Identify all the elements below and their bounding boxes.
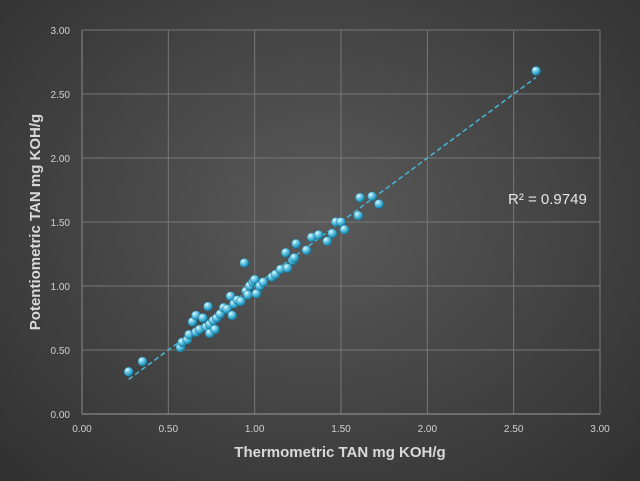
data-point — [137, 356, 148, 367]
y-tick-label: 1.00 — [51, 282, 71, 293]
x-tick-label: 3.00 — [590, 424, 610, 435]
x-tick-label: 0.00 — [72, 424, 92, 435]
data-point — [327, 228, 338, 239]
data-point — [258, 277, 269, 287]
data-point — [289, 253, 300, 263]
y-tick-label: 0.50 — [51, 346, 71, 357]
data-point — [367, 191, 377, 202]
y-tick-label: 1.50 — [51, 218, 71, 229]
x-tick-label: 1.00 — [245, 424, 265, 435]
data-point — [198, 313, 208, 323]
data-point — [203, 301, 213, 312]
data-point — [355, 192, 365, 203]
x-tick-label: 0.50 — [159, 424, 179, 435]
axes: 0.00 0.50 1.00 1.50 2.00 2.50 3.00 0.00 0.50 1.00… — [51, 26, 611, 435]
data-point — [353, 210, 364, 221]
x-tick-label: 2.50 — [504, 424, 524, 435]
data-point — [531, 66, 541, 76]
data-point — [236, 296, 246, 307]
y-tick-label: 2.00 — [51, 154, 71, 165]
data-point — [239, 258, 250, 268]
data-point — [210, 324, 220, 335]
data-point — [222, 304, 232, 314]
y-tick-label: 0.00 — [51, 410, 71, 421]
data-point — [280, 247, 291, 258]
y-tick-label: 3.00 — [51, 26, 71, 37]
r-squared-annotation: R² = 0.9749 — [508, 191, 587, 208]
data-points — [123, 66, 541, 377]
data-point — [227, 310, 238, 321]
data-point — [282, 263, 293, 273]
y-axis-title: Potentiometric TAN mg KOH/g — [27, 114, 44, 330]
data-point — [313, 229, 324, 240]
data-point — [291, 238, 301, 249]
data-point — [339, 224, 350, 235]
data-point — [322, 236, 332, 246]
data-point — [374, 199, 384, 209]
labels: Thermometric TAN mg KOH/g Potentiometric… — [27, 114, 587, 461]
data-point — [301, 245, 312, 255]
x-axis-title: Thermometric TAN mg KOH/g — [234, 444, 445, 461]
y-tick-label: 2.50 — [51, 90, 71, 101]
data-point — [123, 366, 134, 377]
data-point — [242, 290, 253, 300]
x-tick-label: 2.00 — [418, 424, 438, 435]
x-tick-label: 1.50 — [331, 424, 351, 435]
